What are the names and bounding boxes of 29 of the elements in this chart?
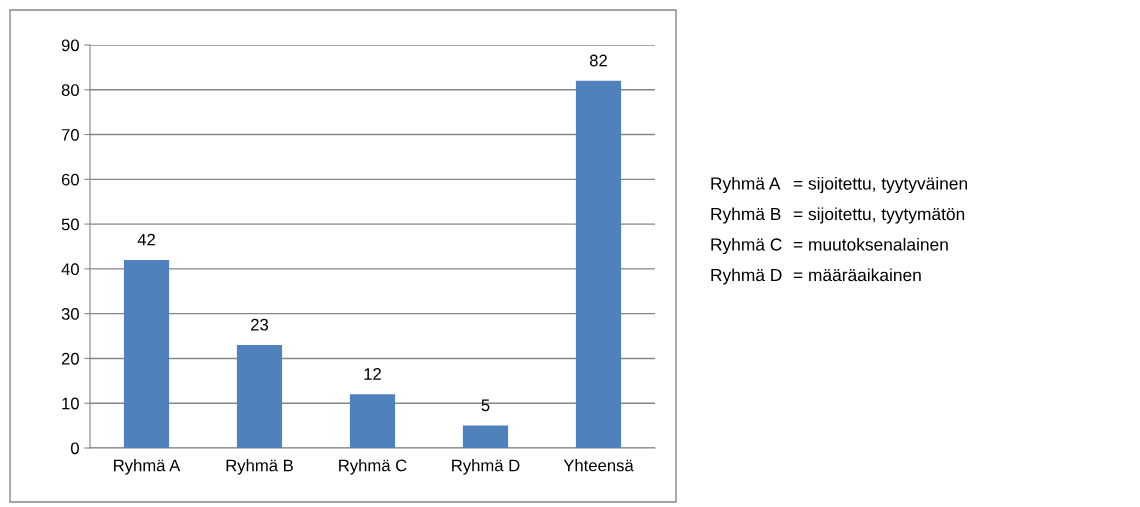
x-tick-label: Yhteensä <box>563 459 634 472</box>
x-tick-label: Ryhmä C <box>339 459 407 475</box>
y-tick-label: 50 <box>61 218 79 231</box>
text: Ryhmä D = määräaikainen <box>711 268 921 285</box>
bar <box>349 394 396 448</box>
y-tick-label: 10 <box>62 397 79 410</box>
text: Ryhmä B = sijoitettu, tyytymätön <box>711 207 965 224</box>
bar <box>575 80 622 448</box>
y-tick-label: 60 <box>61 173 79 186</box>
y-tick-label: 20 <box>61 352 79 365</box>
y-tick-label: 0 <box>70 442 79 455</box>
text: Ryhmä C = muutoksenalainen <box>711 237 948 255</box>
bar <box>462 425 509 448</box>
y-tick-label: 40 <box>61 263 79 276</box>
y-tick-label: 70 <box>61 128 79 141</box>
y-tick-label: 90 <box>61 39 79 52</box>
y-tick-label: 80 <box>61 84 79 96</box>
bar <box>236 345 283 448</box>
x-tick-label: Ryhmä A <box>114 459 181 475</box>
x-tick-label: Ryhmä B <box>226 459 293 475</box>
data-label: 23 <box>251 318 269 331</box>
y-tick-label: 30 <box>61 308 79 320</box>
data-label: 42 <box>137 233 155 246</box>
text: Ryhmä A = sijoitettu, tyytyväinen <box>711 176 968 194</box>
data-label: 5 <box>481 399 490 412</box>
bar <box>123 259 170 448</box>
x-tick-label: Ryhmä D <box>452 459 520 475</box>
data-label: 12 <box>364 368 381 380</box>
data-label: 82 <box>589 54 607 67</box>
